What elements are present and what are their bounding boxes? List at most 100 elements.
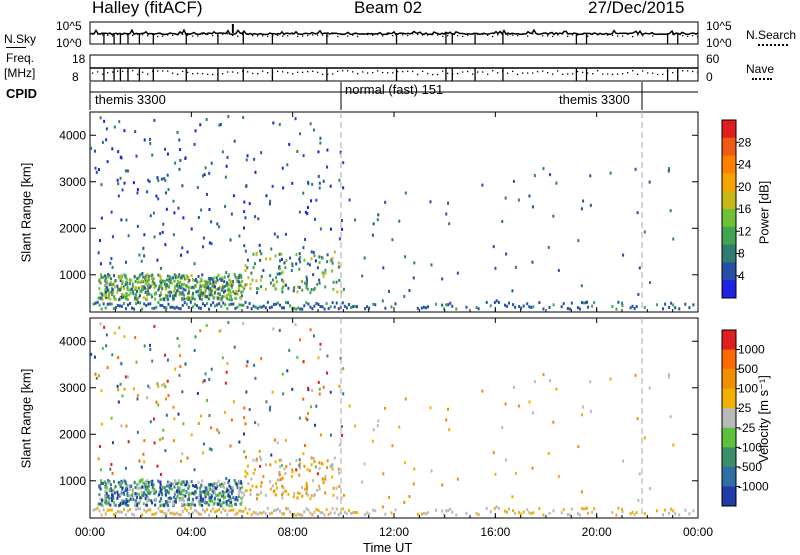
power-cell: [142, 246, 145, 250]
velocity-cell: [239, 490, 242, 494]
nsearch-dot: [527, 35, 529, 37]
power-cell: [116, 284, 119, 288]
power-cell: [152, 211, 155, 215]
velocity-cell: [204, 492, 207, 496]
velocity-colorbar-swatch: [722, 466, 736, 487]
velocity-cell: [99, 445, 102, 449]
power-cell: [140, 289, 143, 293]
velocity-cell: [548, 511, 551, 515]
power-cell: [197, 293, 200, 297]
power-cell: [140, 280, 143, 284]
velocity-cell: [170, 482, 173, 486]
power-cell: [121, 188, 124, 192]
velocity-cell: [135, 360, 138, 364]
power-cell: [99, 262, 102, 266]
velocity-cell: [209, 484, 212, 488]
power-cell: [542, 167, 545, 171]
velocity-cell: [329, 433, 332, 437]
power-cell: [549, 173, 552, 177]
velocity-cell: [201, 380, 204, 384]
nsearch-dot: [132, 34, 134, 37]
power-cell: [174, 274, 177, 278]
power-cell: [429, 200, 432, 204]
velocity-cell: [198, 493, 201, 497]
power-cell: [174, 284, 177, 288]
velocity-cell: [209, 483, 212, 487]
nsearch-dot: [652, 35, 654, 37]
nave-dot: [197, 72, 199, 75]
power-cell: [235, 296, 238, 300]
power-cell: [318, 281, 321, 285]
velocity-cell: [108, 497, 111, 501]
power-cell: [204, 286, 207, 290]
nave-dot: [647, 72, 649, 74]
velocity-cell: [173, 499, 176, 503]
velocity-cell: [145, 488, 148, 492]
power-cell: [269, 281, 272, 285]
velocity-cell: [520, 512, 523, 516]
power-cell: [237, 276, 240, 280]
power-cell: [228, 298, 231, 302]
velocity-cell: [441, 509, 444, 513]
power-cell: [124, 295, 127, 299]
power-cell: [205, 286, 208, 290]
power-cell: [187, 297, 190, 301]
power-cell: [98, 303, 101, 307]
power-cell: [142, 287, 145, 291]
power-cell: [285, 300, 288, 304]
velocity-cell: [217, 493, 220, 497]
velocity-cell: [233, 345, 236, 349]
nsearch-dot: [207, 33, 209, 36]
velocity-cell: [542, 513, 545, 517]
velocity-cell: [279, 465, 282, 469]
velocity-cell: [422, 511, 425, 515]
velocity-cell: [200, 495, 203, 499]
power-cell: [150, 274, 153, 278]
power-cell: [635, 305, 638, 309]
velocity-cell: [232, 508, 235, 512]
velocity-cell: [209, 487, 212, 491]
velocity-cell: [302, 360, 305, 364]
power-cell: [643, 306, 646, 310]
nsearch-dot: [537, 33, 539, 35]
nave-dot: [152, 70, 154, 72]
velocity-cell: [259, 455, 262, 459]
power-cell: [637, 292, 640, 296]
velocity-cell: [235, 502, 238, 506]
power-cell: [178, 138, 181, 142]
power-cell: [135, 293, 138, 297]
power-cell: [187, 280, 190, 284]
velocity-cell: [245, 489, 248, 493]
power-cell: [149, 214, 152, 218]
velocity-cell: [180, 491, 183, 495]
velocity-cell: [163, 503, 166, 507]
power-cell: [259, 258, 262, 262]
power-cell: [251, 278, 254, 282]
velocity-cell: [253, 468, 256, 472]
velocity-cell: [331, 462, 334, 466]
power-cell: [445, 303, 448, 307]
velocity-cell: [168, 485, 171, 489]
velocity-cell: [337, 513, 340, 517]
velocity-cell: [179, 364, 182, 368]
power-cell: [174, 161, 177, 165]
power-cell: [228, 303, 231, 307]
power-cell: [219, 298, 222, 302]
velocity-cell: [280, 458, 283, 462]
power-cell: [126, 288, 129, 292]
velocity-cell: [218, 329, 221, 333]
velocity-cell: [228, 509, 231, 513]
velocity-cell: [308, 469, 311, 473]
power-cell: [254, 215, 257, 219]
velocity-cell: [143, 460, 146, 464]
power-cell: [281, 166, 284, 170]
power-cell: [252, 265, 255, 269]
velocity-cell: [174, 482, 177, 486]
velocity-cell: [207, 503, 210, 507]
velocity-cell: [215, 482, 218, 486]
velocity-cell: [272, 327, 275, 331]
power-cell: [298, 252, 301, 256]
power-cell: [116, 288, 119, 292]
nave-dot: [182, 70, 184, 73]
velocity-cell: [104, 482, 107, 486]
